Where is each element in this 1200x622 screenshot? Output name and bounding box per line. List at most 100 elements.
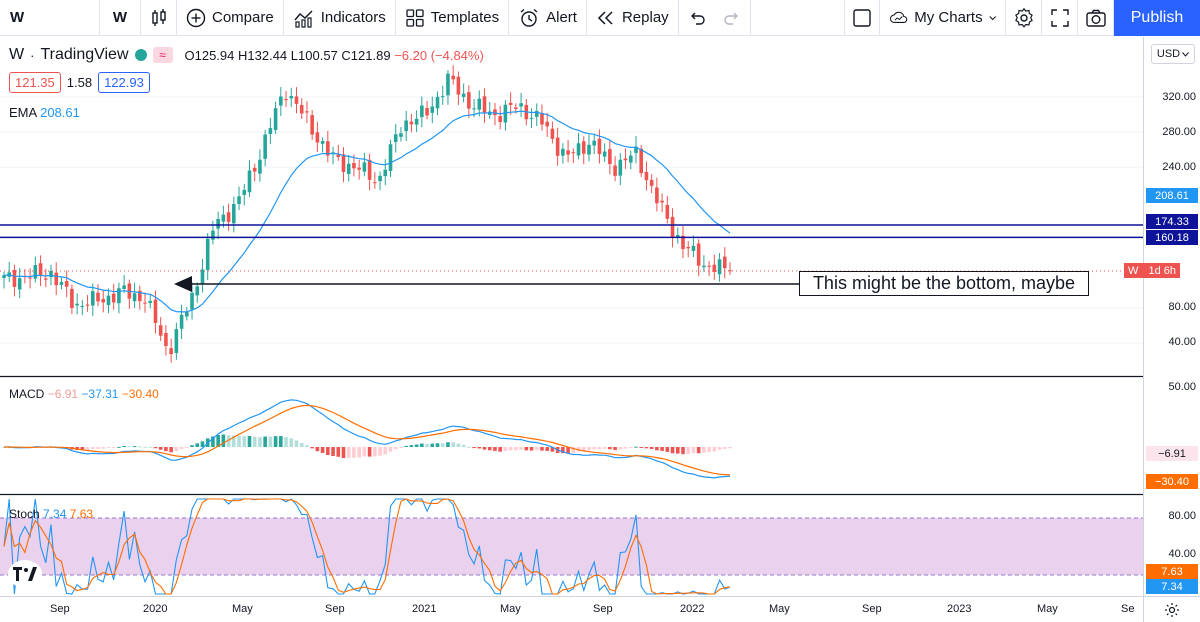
- candle-body: [247, 170, 252, 193]
- candle-body: [508, 102, 513, 105]
- macd-histogram-bar: [487, 447, 492, 451]
- undo-button[interactable]: [679, 0, 715, 36]
- macd-histogram-bar: [529, 447, 534, 451]
- candle-body: [409, 121, 414, 125]
- replay-button[interactable]: Replay: [587, 0, 679, 36]
- candle-body: [728, 270, 732, 272]
- candle-body: [550, 128, 555, 139]
- bid-button[interactable]: 121.35: [9, 72, 61, 93]
- alert-button[interactable]: Alert: [509, 0, 587, 36]
- annotation-arrowhead: [174, 276, 192, 292]
- chart-area[interactable]: [0, 37, 1143, 596]
- candle-body: [12, 270, 17, 287]
- macd-histogram-bar: [681, 447, 685, 455]
- layout-button[interactable]: [844, 0, 880, 36]
- snapshot-button[interactable]: [1078, 0, 1114, 36]
- time-axis-label: Se: [1121, 603, 1135, 615]
- macd-histogram-bar: [289, 438, 294, 447]
- macd-histogram-bar: [137, 446, 142, 448]
- candle-body: [623, 158, 628, 161]
- fullscreen-button[interactable]: [1042, 0, 1078, 36]
- candle-body: [252, 167, 257, 172]
- stoch-band: [0, 518, 1143, 575]
- candle-body: [628, 155, 633, 163]
- chart-type-button[interactable]: [141, 0, 177, 36]
- candle-body: [289, 96, 294, 99]
- candle-body: [602, 151, 607, 157]
- annotation-callout[interactable]: This might be the bottom, maybe: [799, 271, 1089, 296]
- candle-body: [696, 243, 701, 266]
- legend-symbol: W: [9, 46, 25, 63]
- candle-body: [232, 203, 236, 224]
- macd-histogram-bar: [728, 447, 732, 449]
- candle-body: [618, 159, 623, 176]
- candle-body: [440, 96, 445, 98]
- macd-histogram-bar: [425, 443, 429, 447]
- settings-button[interactable]: [1006, 0, 1042, 36]
- macd-legend[interactable]: MACD −6.91 −37.31 −30.40: [9, 387, 159, 401]
- candle-body: [420, 105, 424, 118]
- macd-histogram-bar: [675, 447, 680, 454]
- macd-histogram-bar: [644, 447, 649, 449]
- candle-body: [430, 106, 435, 113]
- my-charts-button[interactable]: My Charts: [880, 0, 1006, 36]
- candle-body: [59, 282, 64, 285]
- candle-body: [378, 175, 382, 182]
- candle-body: [388, 144, 393, 171]
- candle-body: [211, 230, 215, 240]
- stoch-scale-label-40: 40.00: [1168, 548, 1196, 560]
- macd-line: [3, 399, 731, 479]
- macd-histogram-bar: [660, 447, 664, 451]
- stoch-k-badge: 7.34: [1146, 579, 1198, 594]
- macd-histogram-bar: [587, 447, 591, 451]
- candle-body: [341, 154, 346, 172]
- candle-body: [258, 159, 262, 174]
- time-axis-label: May: [500, 603, 521, 615]
- templates-button[interactable]: Templates: [396, 0, 510, 36]
- candle-body: [54, 272, 59, 286]
- undo-icon: [690, 12, 705, 25]
- candle-body: [587, 144, 591, 155]
- macd-name: MACD: [9, 387, 45, 401]
- interval-button[interactable]: W: [100, 0, 141, 36]
- redo-button[interactable]: [715, 0, 751, 36]
- axis-settings-button[interactable]: [1143, 596, 1200, 622]
- macd-histogram-bar: [707, 447, 711, 453]
- compare-button[interactable]: Compare: [177, 0, 284, 36]
- macd-histogram-bar: [613, 447, 617, 451]
- candle-body: [326, 141, 330, 156]
- toolbar-spacer: [751, 0, 844, 36]
- candles-icon: [151, 8, 166, 26]
- candle-body: [644, 171, 649, 181]
- price-scale[interactable]: USD 320.00 280.00 240.00 80.00 40.00 208…: [1124, 37, 1200, 596]
- price-label-280: 280.00: [1162, 126, 1196, 138]
- currency-selector[interactable]: USD: [1151, 44, 1195, 64]
- indicators-button[interactable]: Indicators: [284, 0, 396, 36]
- time-axis-label: Sep: [862, 603, 882, 615]
- stoch-legend[interactable]: Stoch 7.34 7.63: [9, 507, 93, 521]
- macd-histogram-bar: [232, 435, 236, 447]
- legend-source: TradingView: [40, 46, 129, 63]
- candle-body: [279, 96, 283, 106]
- macd-histogram-bar: [691, 447, 696, 454]
- time-axis[interactable]: Sep 2020 May Sep 2021 May Sep 2022 May Sep 2023 May…: [0, 596, 1143, 622]
- candle-body: [597, 138, 602, 154]
- macd-signal-value: −30.40: [121, 387, 159, 401]
- candle-body: [399, 133, 403, 137]
- ask-button[interactable]: 122.93: [98, 72, 150, 93]
- macd-histogram-bar: [404, 445, 408, 447]
- legend-high: H132.44: [238, 47, 288, 63]
- candle-body: [169, 348, 173, 355]
- publish-button[interactable]: Publish: [1114, 0, 1200, 36]
- symbol-search-button[interactable]: W: [0, 0, 100, 36]
- macd-histogram-bar: [268, 436, 273, 447]
- tv-logo-icon: [13, 567, 37, 581]
- macd-histogram-bar: [357, 447, 361, 458]
- chart-canvas[interactable]: [0, 37, 1143, 596]
- macd-histogram-bar: [85, 447, 90, 451]
- price-label-240: 240.00: [1162, 161, 1196, 173]
- ema-legend[interactable]: EMA 208.61: [9, 105, 80, 120]
- candle-body: [357, 167, 361, 170]
- candle-body: [49, 270, 53, 278]
- candle-body: [200, 269, 205, 285]
